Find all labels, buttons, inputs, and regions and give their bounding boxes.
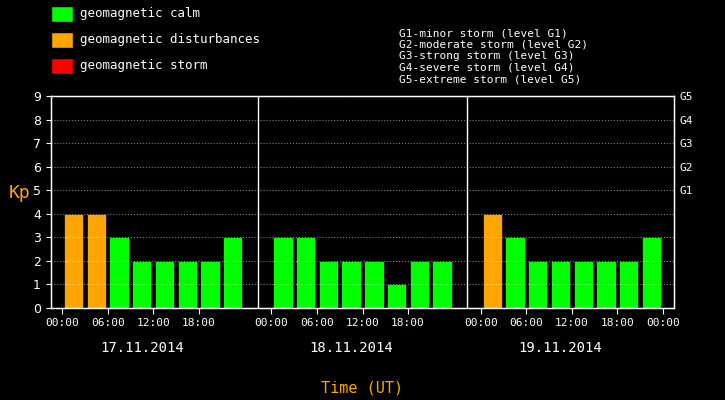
Bar bbox=[86, 214, 106, 308]
Bar bbox=[341, 261, 361, 308]
Bar bbox=[273, 237, 292, 308]
Bar bbox=[109, 237, 129, 308]
Bar bbox=[619, 261, 639, 308]
Bar bbox=[319, 261, 338, 308]
Bar bbox=[410, 261, 429, 308]
Text: 19.11.2014: 19.11.2014 bbox=[518, 341, 602, 355]
Bar bbox=[364, 261, 384, 308]
Bar bbox=[433, 261, 452, 308]
Bar bbox=[296, 237, 315, 308]
Bar bbox=[505, 237, 525, 308]
Bar bbox=[64, 214, 83, 308]
Bar bbox=[573, 261, 593, 308]
Bar bbox=[223, 237, 242, 308]
Bar bbox=[528, 261, 547, 308]
Bar bbox=[551, 261, 570, 308]
Y-axis label: Kp: Kp bbox=[8, 184, 30, 202]
Bar bbox=[387, 284, 406, 308]
Text: geomagnetic disturbances: geomagnetic disturbances bbox=[80, 34, 260, 46]
Bar bbox=[642, 237, 661, 308]
Text: 18.11.2014: 18.11.2014 bbox=[310, 341, 393, 355]
Bar bbox=[596, 261, 616, 308]
Bar bbox=[483, 214, 502, 308]
Text: geomagnetic storm: geomagnetic storm bbox=[80, 60, 207, 72]
Bar bbox=[155, 261, 174, 308]
Bar bbox=[132, 261, 152, 308]
Text: geomagnetic calm: geomagnetic calm bbox=[80, 8, 200, 20]
Text: Time (UT): Time (UT) bbox=[321, 380, 404, 396]
Text: 17.11.2014: 17.11.2014 bbox=[100, 341, 183, 355]
Bar bbox=[200, 261, 220, 308]
Bar bbox=[178, 261, 197, 308]
Text: G1-minor storm (level G1)
G2-moderate storm (level G2)
G3-strong storm (level G3: G1-minor storm (level G1) G2-moderate st… bbox=[399, 28, 588, 84]
